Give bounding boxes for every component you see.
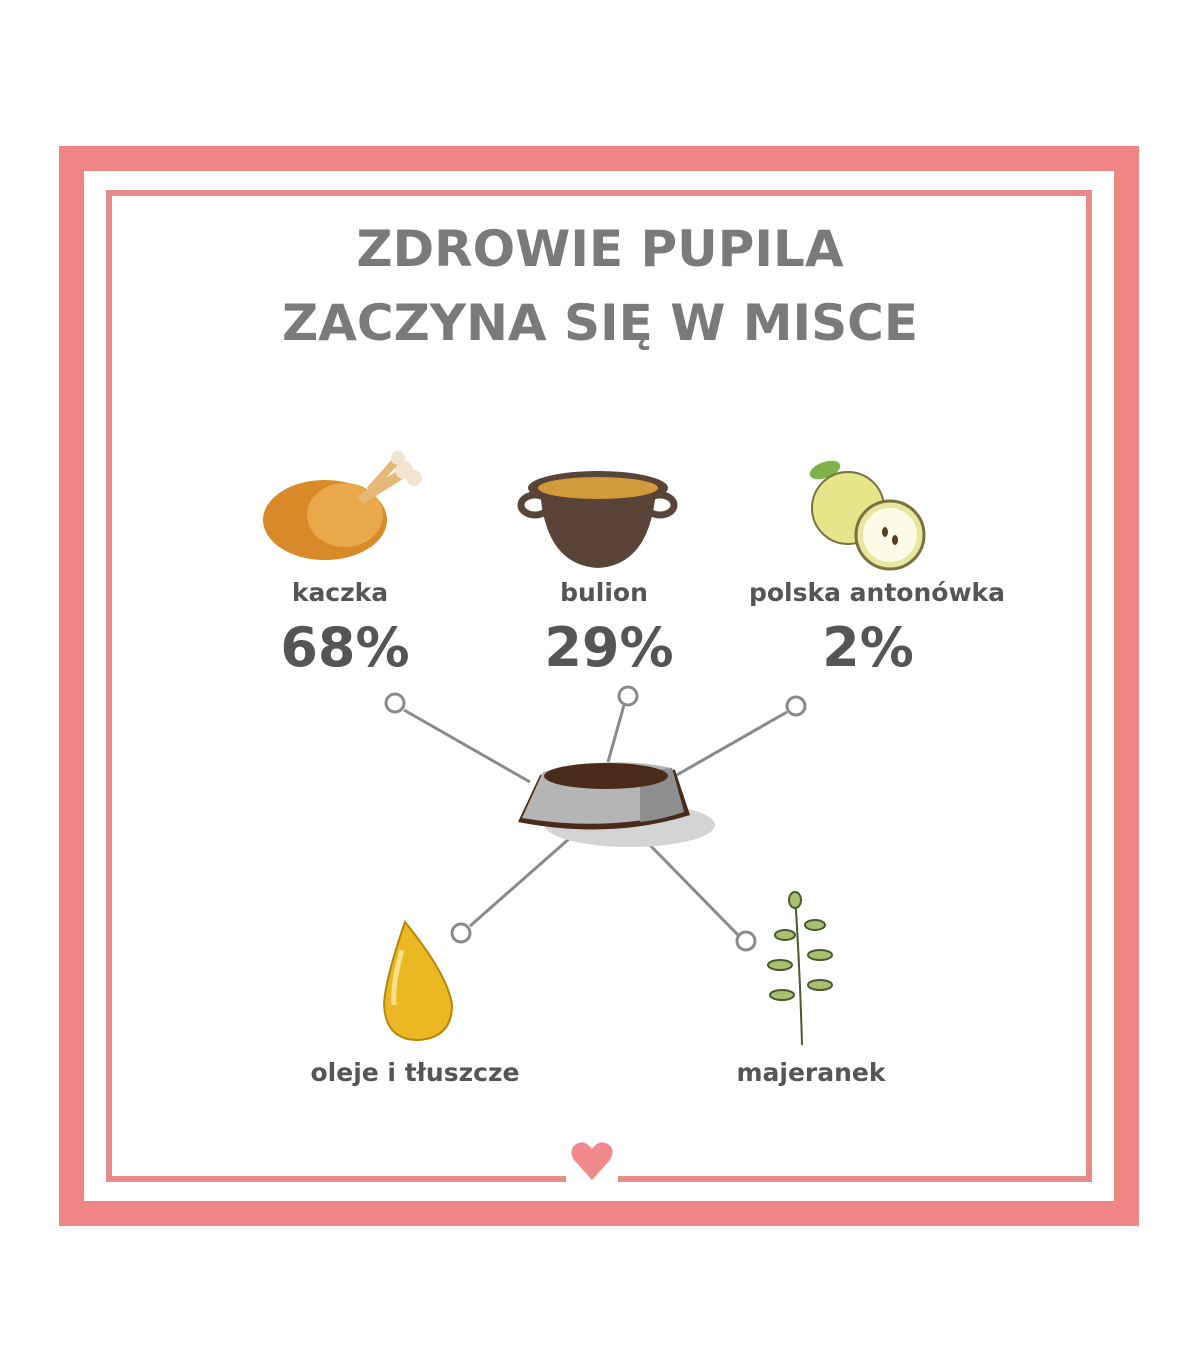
connector-line — [403, 708, 531, 784]
oil-drop-icon — [382, 919, 454, 1042]
dog-bowl-icon — [518, 762, 715, 847]
ingredient-percent-antonowka: 2% — [822, 616, 914, 679]
outer-frame — [59, 146, 1139, 1226]
connector-node — [450, 922, 472, 944]
connector-node — [785, 695, 807, 717]
connector-node — [617, 685, 639, 707]
heart-badge — [566, 1138, 618, 1186]
connector-node — [735, 930, 757, 952]
connector-line — [667, 710, 788, 782]
connector-line — [643, 838, 740, 937]
connector-node — [384, 692, 406, 714]
connector-line — [606, 704, 626, 763]
ingredient-label-majeranek: majeranek — [736, 1058, 886, 1087]
heart-icon — [571, 1142, 613, 1180]
ingredient-percent-kaczka: 68% — [280, 616, 410, 679]
connectors — [403, 704, 788, 937]
title-line-1: ZDROWIE PUPILA — [356, 220, 844, 278]
ingredient-percent-bulion: 29% — [544, 616, 674, 679]
connector-line — [469, 836, 571, 928]
ingredient-label-antonowka: polska antonówka — [748, 578, 1006, 607]
ingredient-label-oleje: oleje i tłuszcze — [310, 1058, 520, 1087]
ingredient-label-kaczka: kaczka — [291, 578, 389, 607]
apple-icon — [809, 460, 926, 571]
page-title: ZDROWIE PUPILA ZACZYNA SIĘ W MISCE — [0, 212, 1200, 360]
ingredient-label-bulion: bulion — [560, 578, 648, 607]
title-line-2: ZACZYNA SIĘ W MISCE — [281, 294, 918, 352]
broth-pot-icon — [517, 471, 678, 568]
roast-duck-icon — [263, 451, 422, 560]
marjoram-icon — [767, 891, 833, 1046]
